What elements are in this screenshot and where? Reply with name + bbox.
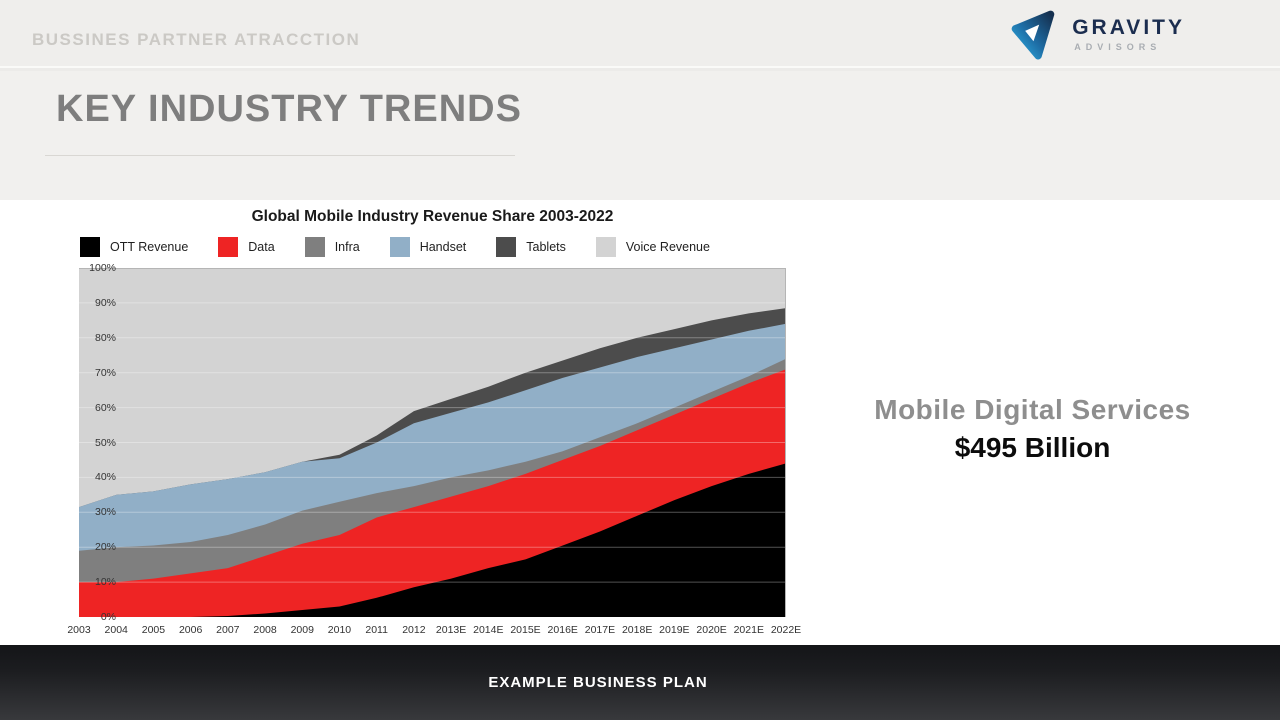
- x-tick-label: 2010: [327, 624, 352, 636]
- legend-swatch-icon: [389, 237, 410, 257]
- x-tick-label: 2003: [67, 624, 91, 636]
- y-tick-label: 70%: [94, 366, 116, 379]
- title-underline: [45, 155, 515, 156]
- logo-subname: ADVISORS: [1074, 41, 1162, 52]
- x-tick-label: 2019E: [659, 624, 690, 636]
- x-tick-label: 2015E: [510, 624, 541, 636]
- x-tick-label: 2004: [104, 624, 128, 636]
- x-tick-label: 2022E: [770, 624, 802, 636]
- page-title: KEY INDUSTRY TRENDS: [56, 88, 522, 130]
- x-tick-label: 2017E: [584, 624, 616, 636]
- callout: Mobile Digital Services $495 Billion: [845, 394, 1220, 464]
- stacked-area-chart: [79, 268, 786, 617]
- chart-plot-area: [79, 268, 786, 617]
- footer-bar: EXAMPLE BUSINESS PLAN: [0, 645, 1280, 720]
- x-tick-label: 2007: [216, 624, 240, 636]
- legend-swatch-icon: [304, 237, 325, 257]
- x-tick-label: 2008: [253, 624, 277, 636]
- legend-label: Voice Revenue: [625, 240, 710, 254]
- y-tick-label: 90%: [94, 296, 116, 309]
- callout-heading: Mobile Digital Services: [874, 394, 1191, 425]
- legend-item-tablets: Tablets: [496, 237, 566, 257]
- top-bar: BUSSINES PARTNER ATRACCTION GRAVITY ADVI…: [0, 0, 1280, 68]
- legend-item-ott-revenue: OTT Revenue: [80, 237, 188, 257]
- x-tick-label: 2012: [402, 624, 426, 636]
- x-tick-label: 2011: [365, 624, 388, 636]
- y-tick-label: 100%: [89, 262, 116, 274]
- legend-item-infra: Infra: [304, 237, 360, 257]
- x-tick-label: 2009: [290, 624, 314, 636]
- legend-item-handset: Handset: [389, 237, 467, 257]
- x-tick-label: 2013E: [435, 624, 467, 636]
- y-tick-label: 20%: [94, 541, 116, 554]
- y-tick-label: 40%: [94, 471, 116, 484]
- x-tick-label: 2018E: [621, 624, 653, 636]
- legend-label: Infra: [334, 240, 360, 254]
- logo-name: GRAVITY: [1072, 15, 1185, 39]
- legend-item-voice-revenue: Voice Revenue: [595, 237, 710, 257]
- footer-text: EXAMPLE BUSINESS PLAN: [488, 674, 708, 691]
- y-tick-label: 30%: [94, 506, 116, 519]
- legend-label: Tablets: [526, 240, 566, 254]
- x-tick-label: 2006: [178, 624, 203, 636]
- legend-swatch-icon: [218, 237, 239, 257]
- chart-title: Global Mobile Industry Revenue Share 200…: [251, 208, 614, 225]
- legend-label: Handset: [419, 240, 467, 254]
- x-tick-label: 2014E: [473, 624, 504, 636]
- area-ott-revenue: [79, 463, 786, 617]
- y-tick-label: 0%: [100, 611, 116, 623]
- legend-label: OTT Revenue: [110, 240, 189, 254]
- y-tick-label: 10%: [94, 576, 116, 589]
- legend-swatch-icon: [496, 237, 517, 257]
- x-tick-label: 2016E: [547, 624, 578, 636]
- gravity-triangle-icon: [1011, 10, 1055, 60]
- legend-item-data: Data: [218, 237, 275, 257]
- legend-label: Data: [248, 240, 275, 254]
- breadcrumb: BUSSINES PARTNER ATRACCTION: [32, 30, 361, 49]
- legend-swatch-icon: [595, 237, 616, 257]
- chart-legend: OTT Revenue Data Infra Handset Tablets Voice …: [80, 237, 710, 257]
- chart-block: Global Mobile Industry Revenue Share 200…: [0, 200, 830, 645]
- y-tick-label: 50%: [94, 436, 116, 449]
- x-tick-label: 2021E: [733, 624, 764, 636]
- callout-value: $495 Billion: [954, 432, 1111, 463]
- gravity-logo: GRAVITY ADVISORS: [1008, 8, 1185, 60]
- x-tick-label: 2005: [141, 624, 166, 636]
- x-tick-label: 2020E: [696, 624, 727, 636]
- y-tick-label: 80%: [94, 331, 116, 344]
- logo-text: GRAVITY ADVISORS: [1072, 17, 1185, 52]
- y-tick-label: 60%: [94, 401, 116, 414]
- legend-swatch-icon: [80, 237, 100, 257]
